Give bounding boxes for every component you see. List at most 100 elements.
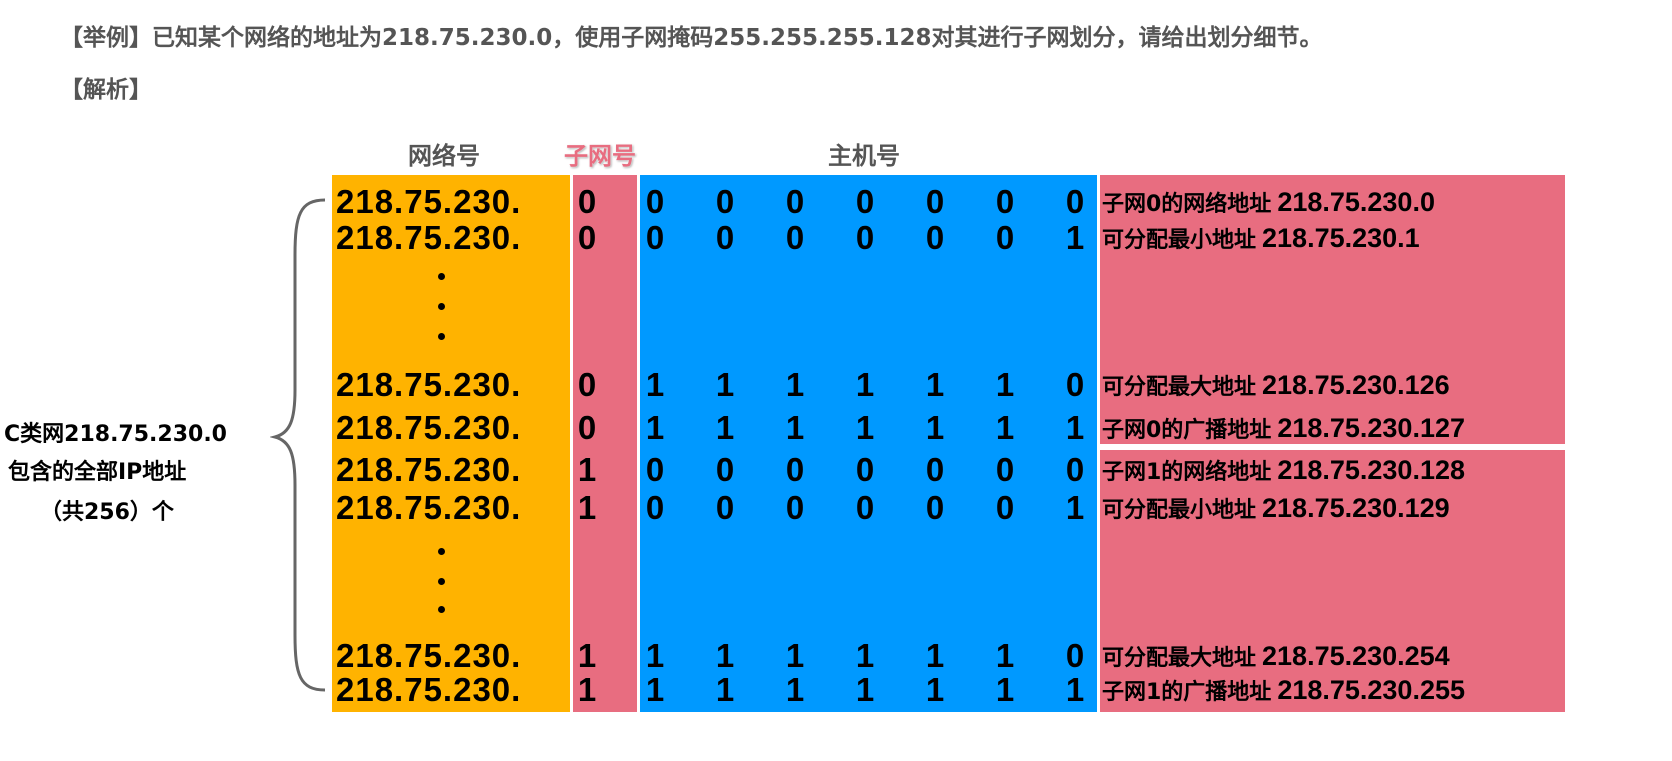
network-column-label: 网络号	[408, 142, 480, 170]
address-label: 可分配最小地址	[1102, 228, 1257, 253]
host-bit: 1	[855, 366, 875, 403]
host-bit: 1	[925, 366, 945, 403]
address-label: 可分配最大地址	[1102, 646, 1257, 671]
host-bit: 1	[1065, 409, 1085, 446]
host-bit: 1	[925, 409, 945, 446]
host-bit: 0	[855, 451, 875, 488]
host-bit: 0	[645, 451, 665, 488]
host-bit: 0	[995, 219, 1015, 256]
subnet-bit: 0	[577, 409, 597, 446]
host-bit: 0	[995, 451, 1015, 488]
ellipsis-dot	[438, 333, 445, 340]
address-description: 可分配最小地址 218.75.230.129	[1102, 491, 1450, 528]
left-note-line3: （共256）个	[40, 500, 174, 525]
host-bit: 1	[715, 637, 735, 674]
host-bit: 1	[715, 366, 735, 403]
ip-prefix: 218.75.230.	[336, 637, 522, 674]
host-bit: 1	[1065, 219, 1085, 256]
host-bit: 1	[785, 409, 805, 446]
subnet0-description-block	[1100, 175, 1565, 444]
host-bit: 0	[1065, 451, 1085, 488]
subnet-bit: 0	[577, 366, 597, 403]
address-value: 218.75.230.255	[1277, 675, 1465, 705]
host-bit: 0	[645, 489, 665, 526]
subnet-part-block	[573, 175, 637, 712]
host-bit: 0	[715, 489, 735, 526]
subnet-bit: 1	[577, 671, 597, 708]
ip-prefix: 218.75.230.	[336, 671, 522, 708]
host-bit: 0	[715, 451, 735, 488]
host-bit: 1	[995, 637, 1015, 674]
address-value: 218.75.230.254	[1262, 641, 1450, 671]
host-bit: 1	[855, 409, 875, 446]
ip-prefix: 218.75.230.	[336, 409, 522, 446]
host-bit: 1	[715, 671, 735, 708]
host-bit: 1	[645, 409, 665, 446]
host-bit: 1	[785, 637, 805, 674]
ip-prefix: 218.75.230.	[336, 366, 522, 403]
subnet-bit: 1	[577, 451, 597, 488]
subnet-bit: 0	[577, 219, 597, 256]
host-bit: 0	[715, 219, 735, 256]
address-value: 218.75.230.1	[1262, 223, 1420, 253]
address-label: 可分配最小地址	[1102, 498, 1257, 523]
address-value: 218.75.230.128	[1277, 455, 1465, 485]
host-bit: 0	[1065, 366, 1085, 403]
network-part-block	[332, 175, 570, 712]
address-description: 子网1的广播地址 218.75.230.255	[1102, 673, 1465, 710]
host-bit: 1	[645, 366, 665, 403]
address-description: 可分配最大地址 218.75.230.254	[1102, 639, 1450, 676]
host-bit: 1	[995, 409, 1015, 446]
host-part-block	[640, 175, 1097, 712]
host-bit: 0	[855, 489, 875, 526]
host-bit: 0	[925, 183, 945, 220]
left-brace-icon	[270, 198, 326, 692]
address-description: 子网0的网络地址 218.75.230.0	[1102, 185, 1435, 222]
host-bit: 0	[1065, 637, 1085, 674]
address-label: 子网1的广播地址	[1102, 680, 1272, 705]
ellipsis-dot	[438, 303, 445, 310]
address-label: 子网0的网络地址	[1102, 192, 1272, 217]
ip-prefix: 218.75.230.	[336, 183, 522, 220]
host-bit: 1	[1065, 489, 1085, 526]
address-value: 218.75.230.0	[1277, 187, 1435, 217]
host-bit: 1	[645, 671, 665, 708]
host-bit: 1	[995, 671, 1015, 708]
host-bit: 1	[855, 637, 875, 674]
host-bit: 0	[855, 183, 875, 220]
host-bit: 1	[715, 409, 735, 446]
host-bit: 0	[995, 183, 1015, 220]
subnet1-description-block	[1100, 450, 1565, 712]
ip-prefix: 218.75.230.	[336, 219, 522, 256]
address-description: 子网1的网络地址 218.75.230.128	[1102, 453, 1465, 490]
address-value: 218.75.230.127	[1277, 413, 1465, 443]
host-bit: 1	[925, 671, 945, 708]
host-bit: 0	[785, 219, 805, 256]
host-bit: 0	[715, 183, 735, 220]
address-description: 子网0的广播地址 218.75.230.127	[1102, 411, 1465, 448]
address-description: 可分配最大地址 218.75.230.126	[1102, 368, 1450, 405]
address-value: 218.75.230.126	[1262, 370, 1450, 400]
address-label: 子网1的网络地址	[1102, 460, 1272, 485]
host-bit: 1	[925, 637, 945, 674]
address-label: 子网0的广播地址	[1102, 418, 1272, 443]
host-bit: 0	[855, 219, 875, 256]
left-note-line1: C类网218.75.230.0	[4, 422, 227, 447]
host-bit: 0	[925, 489, 945, 526]
host-bit: 0	[645, 183, 665, 220]
host-bit: 0	[925, 451, 945, 488]
left-note-line2: 包含的全部IP地址	[8, 460, 187, 485]
ellipsis-dot	[438, 578, 445, 585]
subnet-bit: 0	[577, 183, 597, 220]
host-bit: 1	[645, 637, 665, 674]
question-text: 【举例】已知某个网络的地址为218.75.230.0，使用子网掩码255.255…	[60, 25, 1323, 51]
host-bit: 0	[995, 489, 1015, 526]
address-value: 218.75.230.129	[1262, 493, 1450, 523]
subnet-column-label: 子网号	[564, 142, 636, 170]
host-bit: 0	[1065, 183, 1085, 220]
host-bit: 0	[925, 219, 945, 256]
ip-prefix: 218.75.230.	[336, 451, 522, 488]
host-bit: 1	[1065, 671, 1085, 708]
ip-prefix: 218.75.230.	[336, 489, 522, 526]
ellipsis-dot	[438, 606, 445, 613]
